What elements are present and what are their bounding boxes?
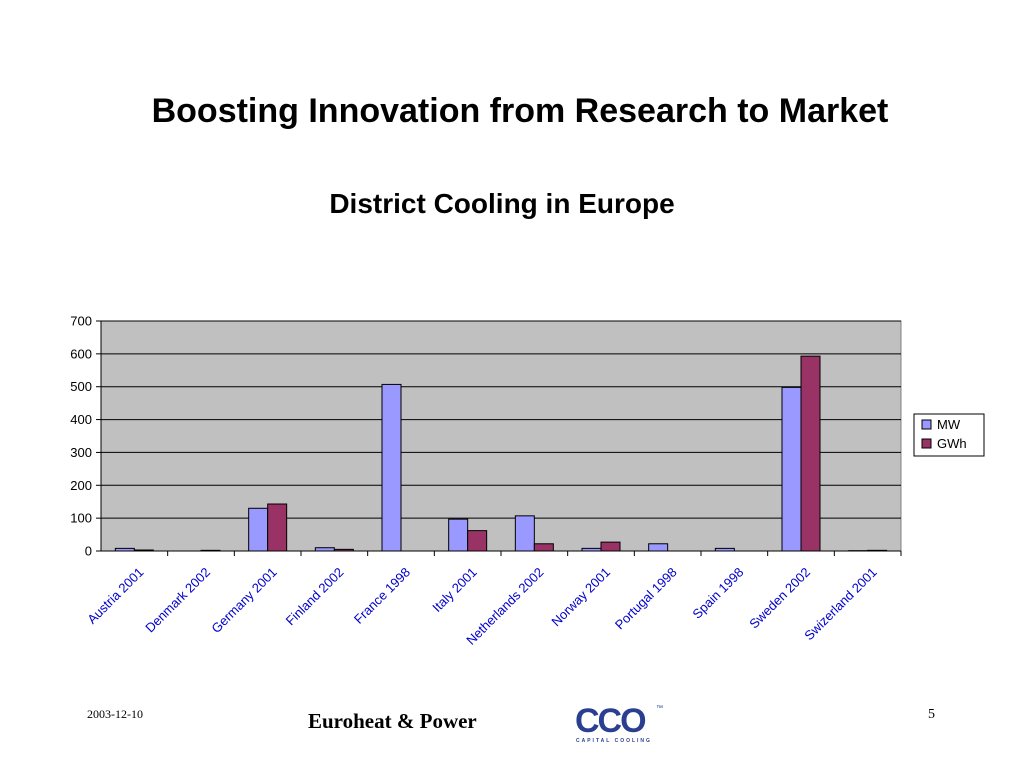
plot-background [100, 320, 902, 552]
category-label: Spain 1998 [689, 565, 746, 622]
bar-mw [314, 547, 335, 552]
legend-label: MW [937, 417, 961, 432]
category-label: Denmark 2002 [142, 565, 213, 636]
footer-date: 2003-12-10 [87, 707, 143, 721]
bar-gwh [200, 549, 221, 552]
y-tick-label: 100 [70, 511, 92, 526]
legend-label: GWh [937, 436, 967, 451]
category-label: Portugal 1998 [612, 565, 680, 633]
bar-gwh [133, 549, 154, 552]
bar-gwh [600, 541, 621, 552]
logo-trademark: ™ [656, 705, 663, 712]
bar-gwh [333, 548, 354, 552]
y-tick-label: 700 [70, 314, 92, 329]
bar-gwh [533, 543, 554, 552]
slide-title: Boosting Innovation from Research to Mar… [151, 92, 889, 130]
bar-mw [514, 515, 535, 552]
bar-chart: 0 100 200 300 400 500 600 700 Austria 2001Denmar… [70, 314, 985, 648]
bar-mw [248, 507, 269, 552]
y-tick-label: 0 [85, 544, 92, 559]
bar-gwh [467, 530, 488, 552]
chart-title: District Cooling in Europe [329, 188, 675, 219]
bar-gwh [867, 549, 888, 552]
bar-mw [381, 383, 402, 552]
category-label: Germany 2001 [208, 565, 279, 636]
bar-mw [781, 386, 802, 552]
category-label: Norway 2001 [548, 565, 613, 630]
logo-subtitle: CAPITAL COOLING [576, 738, 652, 744]
y-tick-label: 200 [70, 478, 92, 493]
footer-organization: Euroheat & Power [308, 709, 477, 733]
legend: MW GWh [913, 413, 985, 457]
category-label: Sweden 2002 [746, 565, 813, 632]
page-number: 5 [928, 707, 935, 722]
category-label: Swizerland 2001 [801, 565, 880, 644]
category-label: France 1998 [351, 565, 413, 627]
legend-swatch [921, 438, 932, 449]
bar-mw [448, 518, 469, 552]
bar-mw [714, 547, 735, 552]
bar-gwh [800, 355, 821, 552]
bar-mw [581, 547, 602, 552]
category-label: Finland 2002 [283, 565, 347, 629]
y-tick-label: 400 [70, 412, 92, 427]
legend-swatch [921, 419, 932, 430]
category-label: Austria 2001 [84, 565, 146, 627]
bar-mw [114, 547, 135, 552]
y-tick-label: 600 [70, 346, 92, 361]
bar-mw [648, 543, 669, 552]
logo-letters: CCO [575, 702, 646, 740]
bar-gwh [267, 503, 288, 552]
plot-area: 0 100 200 300 400 500 600 700 Austria 2001Denmar… [70, 314, 902, 648]
capital-cooling-logo: CCO ™ CAPITAL COOLING [575, 702, 663, 744]
y-tick-label: 500 [70, 379, 92, 394]
y-tick-label: 300 [70, 445, 92, 460]
category-label: Italy 2001 [429, 565, 479, 615]
